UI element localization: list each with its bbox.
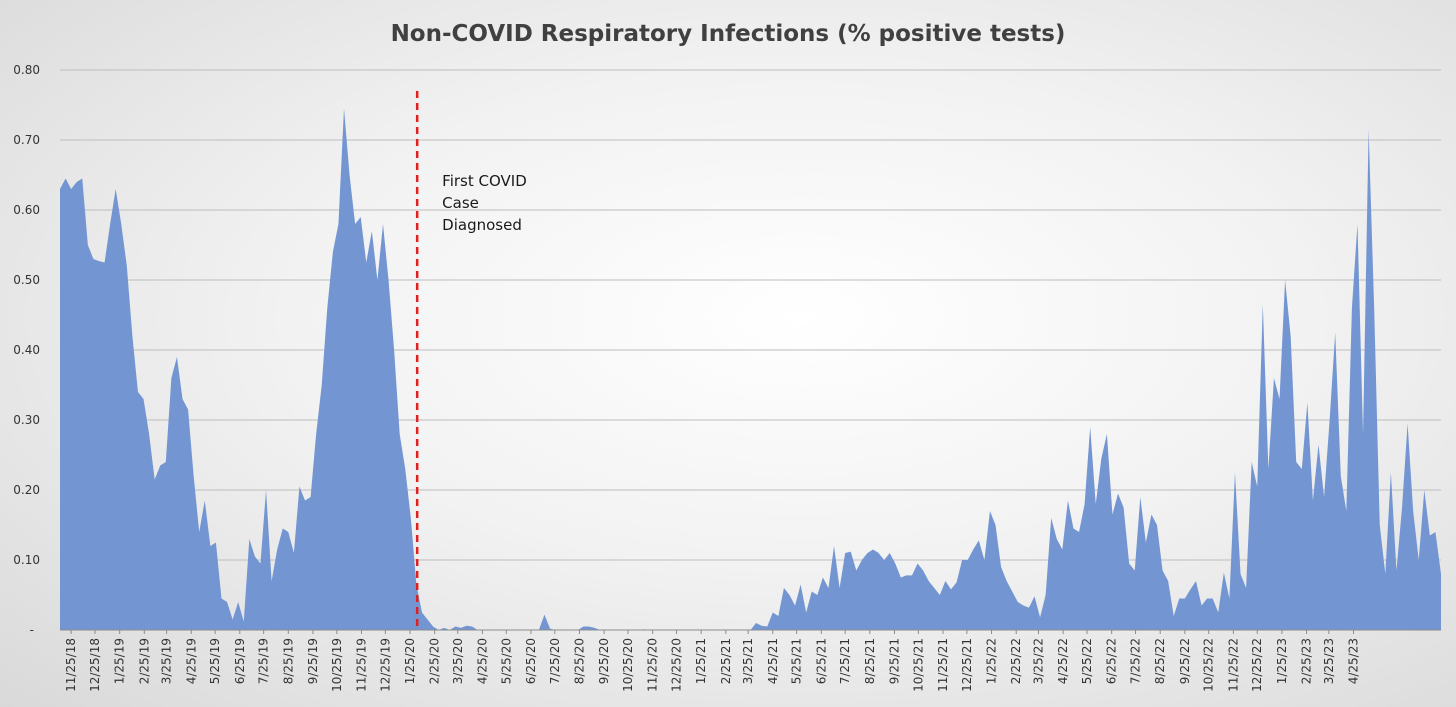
- x-tick-label: 7/25/19: [257, 638, 271, 684]
- x-tick-label: 2/25/23: [1300, 638, 1314, 684]
- y-tick-label: 0.20: [13, 483, 40, 497]
- x-tick-label: 6/25/19: [233, 638, 247, 684]
- chart-title: Non-COVID Respiratory Infections (% posi…: [391, 21, 1066, 47]
- x-tick-label: 4/25/22: [1056, 638, 1070, 684]
- x-tick-label: 1/25/19: [113, 638, 127, 684]
- x-tick-label: 8/25/19: [281, 638, 295, 684]
- x-tick-label: 8/25/21: [863, 638, 877, 684]
- x-tick-label: 10/25/19: [330, 638, 344, 692]
- x-axis: [60, 629, 1441, 634]
- x-tick-label: 3/25/20: [451, 638, 465, 684]
- y-tick-label: 0.40: [13, 343, 40, 357]
- gridlines: [60, 69, 1441, 561]
- x-tick-label: 9/25/19: [306, 638, 320, 684]
- x-tick-label: 6/25/22: [1105, 638, 1119, 684]
- x-tick-label: 12/25/19: [378, 638, 392, 692]
- area-fill: [60, 108, 1441, 630]
- x-tick-label: 3/25/23: [1322, 638, 1336, 684]
- x-tick-label: 12/25/18: [88, 638, 102, 692]
- x-tick-label: 10/25/22: [1202, 638, 1216, 692]
- x-tick-label: 3/25/19: [160, 638, 174, 684]
- x-tick-label: 4/25/20: [475, 638, 489, 684]
- y-tick-label: 0.60: [13, 203, 40, 217]
- x-tick-label: 1/25/20: [403, 638, 417, 684]
- x-tick-label: 3/25/22: [1031, 638, 1045, 684]
- x-tick-label: 8/25/22: [1153, 638, 1167, 684]
- x-tick-label: 11/25/20: [646, 638, 660, 692]
- area-series: [60, 108, 1441, 630]
- x-tick-labels: 11/25/18 12/25/18 1/25/19 2/25/19 3/25/19 4/2…: [64, 638, 1360, 692]
- x-tick-label: 9/25/22: [1178, 638, 1192, 684]
- x-tick-label: 3/25/21: [741, 638, 755, 684]
- y-tick-label: 0.80: [13, 63, 40, 77]
- x-tick-label: 8/25/20: [572, 638, 586, 684]
- x-tick-label: 7/25/22: [1129, 638, 1143, 684]
- x-tick-label: 5/25/22: [1080, 638, 1094, 684]
- x-tick-label: 5/25/21: [790, 638, 804, 684]
- y-tick-label: 0.70: [13, 133, 40, 147]
- x-tick-label: 7/25/21: [838, 638, 852, 684]
- y-axis: - 0.10 0.20 0.30 0.40 0.50 0.60 0.70 0.80: [13, 63, 40, 637]
- x-tick-label: 6/25/20: [524, 638, 538, 684]
- x-tick-label: 1/25/23: [1275, 638, 1289, 684]
- x-tick-label: 7/25/20: [548, 638, 562, 684]
- y-tick-label: 0.50: [13, 273, 40, 287]
- x-tick-label: 6/25/21: [814, 638, 828, 684]
- covid-annotation-line: Case: [442, 194, 479, 212]
- x-tick-label: 4/25/21: [766, 638, 780, 684]
- x-tick-label: 5/25/20: [499, 638, 513, 684]
- x-tick-label: 11/25/21: [936, 638, 950, 692]
- x-tick-label: 2/25/20: [428, 638, 442, 684]
- x-tick-label: 11/25/19: [354, 638, 368, 692]
- x-tick-label: 12/25/20: [670, 638, 684, 692]
- covid-marker: First COVID Case Diagnosed: [415, 91, 527, 630]
- y-tick-label: 0.30: [13, 413, 40, 427]
- x-tick-label: 2/25/22: [1009, 638, 1023, 684]
- x-tick-label: 1/25/21: [694, 638, 708, 684]
- x-tick-label: 2/25/21: [719, 638, 733, 684]
- x-tick-label: 1/25/22: [985, 638, 999, 684]
- x-tick-label: 9/25/20: [597, 638, 611, 684]
- x-tick-label: 11/25/18: [64, 638, 78, 692]
- x-tick-label: 5/25/19: [208, 638, 222, 684]
- y-tick-label: 0.10: [13, 553, 40, 567]
- x-tick-label: 12/25/21: [960, 638, 974, 692]
- covid-annotation-line: First COVID: [442, 172, 527, 190]
- x-tick-label: 11/25/22: [1226, 638, 1240, 692]
- x-tick-label: 2/25/19: [137, 638, 151, 684]
- x-tick-label: 4/25/19: [184, 638, 198, 684]
- x-tick-label: 4/25/23: [1346, 638, 1360, 684]
- x-tick-label: 10/25/21: [911, 638, 925, 692]
- y-tick-label: -: [30, 623, 34, 637]
- covid-annotation-line: Diagnosed: [442, 216, 522, 234]
- x-tick-label: 12/25/22: [1250, 638, 1264, 692]
- x-tick-label: 9/25/21: [887, 638, 901, 684]
- x-tick-label: 10/25/20: [621, 638, 635, 692]
